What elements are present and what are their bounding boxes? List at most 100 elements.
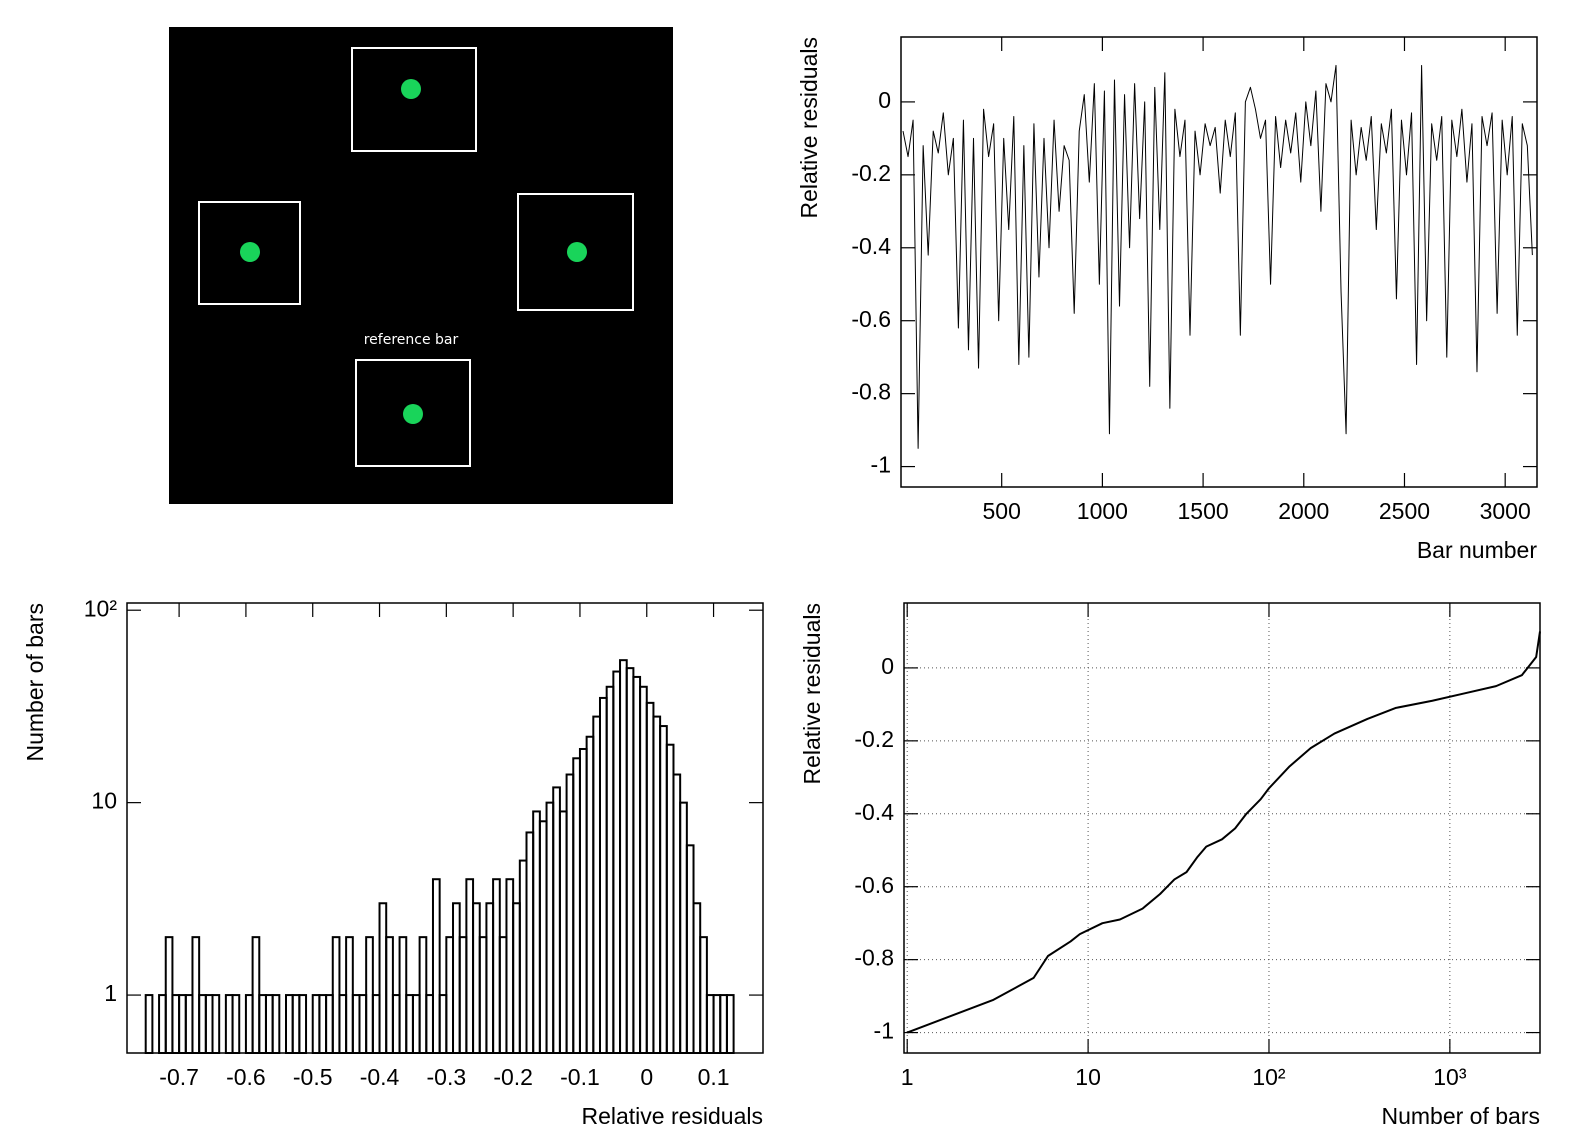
y-tick-label: -0.6 — [851, 306, 891, 332]
bar — [338, 994, 348, 1055]
bar — [371, 994, 381, 1055]
bar — [164, 936, 174, 1055]
x-tick-label: 1 — [901, 1064, 914, 1090]
line — [906, 631, 1541, 1034]
bar — [665, 743, 675, 1054]
bar — [619, 659, 628, 1054]
bar — [291, 994, 301, 1055]
plot-frame — [900, 36, 1538, 488]
y-tick-label: -0.4 — [854, 799, 894, 825]
dot — [403, 404, 423, 424]
bar — [385, 936, 394, 1055]
bar — [545, 801, 555, 1054]
bar — [558, 810, 568, 1054]
bar — [445, 936, 455, 1055]
bar — [224, 994, 234, 1055]
plot-frame — [903, 602, 1541, 1054]
box — [517, 193, 634, 311]
x-tick-label: 500 — [983, 498, 1021, 524]
bar — [712, 994, 722, 1055]
bar — [365, 936, 374, 1055]
bar — [598, 696, 608, 1055]
bar — [612, 670, 622, 1054]
y-tick-label: -0.2 — [851, 160, 891, 186]
bar — [472, 902, 481, 1055]
bar — [258, 994, 267, 1055]
dot — [567, 242, 587, 262]
x-tick-label: -0.5 — [293, 1064, 333, 1090]
x-tick-label: 2000 — [1278, 498, 1329, 524]
x-axis-label: Relative residuals — [581, 1103, 763, 1129]
bar — [692, 902, 702, 1055]
y-axis-label: Relative residuals — [799, 603, 825, 785]
bar — [198, 994, 207, 1055]
bar — [679, 801, 688, 1054]
bar — [231, 994, 241, 1055]
bar — [578, 747, 588, 1054]
box — [198, 201, 301, 305]
bar — [478, 936, 488, 1055]
bar — [518, 859, 528, 1054]
x-tick-label: 10² — [1252, 1064, 1286, 1090]
bar — [178, 994, 187, 1055]
bar — [632, 675, 642, 1055]
bar — [572, 757, 581, 1054]
y-axis-label: Number of bars — [22, 603, 48, 762]
x-axis-label: Number of bars — [1381, 1103, 1540, 1129]
bar — [378, 902, 388, 1055]
y-tick-label: -0.8 — [854, 945, 894, 971]
bar — [492, 878, 501, 1055]
bar — [398, 936, 408, 1055]
bar — [411, 994, 421, 1055]
y-tick-label: -0.8 — [851, 379, 891, 405]
bar — [431, 878, 441, 1055]
x-tick-label: -0.3 — [427, 1064, 467, 1090]
bar — [331, 936, 341, 1055]
bar — [652, 715, 662, 1054]
bar — [425, 994, 434, 1055]
diagram-background — [169, 27, 673, 504]
x-tick-label: -0.4 — [360, 1064, 400, 1090]
y-tick-label: -0.2 — [854, 726, 894, 752]
bar — [158, 994, 167, 1055]
bar — [485, 902, 495, 1055]
y-tick-label: 0 — [878, 87, 891, 113]
bar — [452, 902, 461, 1055]
line — [902, 64, 1533, 449]
diagram-label: reference bar — [364, 332, 459, 348]
bar — [405, 994, 414, 1055]
bar — [211, 994, 221, 1055]
bar — [719, 994, 728, 1055]
x-tick-label: 1000 — [1077, 498, 1128, 524]
bar — [585, 735, 595, 1054]
x-tick-label: 3000 — [1480, 498, 1531, 524]
y-tick-label: 10 — [91, 788, 117, 814]
bar — [605, 685, 615, 1054]
x-tick-label: 10 — [1075, 1064, 1101, 1090]
x-tick-label: -0.1 — [560, 1064, 600, 1090]
x-tick-label: 0 — [640, 1064, 653, 1090]
bar — [264, 994, 274, 1055]
bar — [358, 994, 368, 1055]
bar — [391, 994, 401, 1055]
x-tick-label: 1500 — [1178, 498, 1229, 524]
dot — [401, 79, 421, 99]
diagram: reference bar — [169, 27, 673, 504]
bar — [532, 810, 541, 1054]
y-tick-label: -1 — [874, 1018, 894, 1044]
bar — [725, 994, 735, 1055]
bar — [438, 994, 448, 1055]
chart: -1 -0.8 -0.6 -0.4 -0.2 0 500 1000 1500 2000 2500 30… — [796, 36, 1538, 563]
x-tick-label: 10³ — [1433, 1064, 1467, 1090]
bar — [498, 936, 508, 1055]
bar — [705, 994, 715, 1055]
bar — [251, 936, 261, 1055]
bar — [525, 831, 535, 1054]
box — [355, 359, 471, 467]
bar — [685, 844, 695, 1055]
bar — [645, 701, 655, 1054]
bar — [244, 994, 254, 1055]
bar — [625, 667, 635, 1054]
box — [351, 47, 477, 152]
